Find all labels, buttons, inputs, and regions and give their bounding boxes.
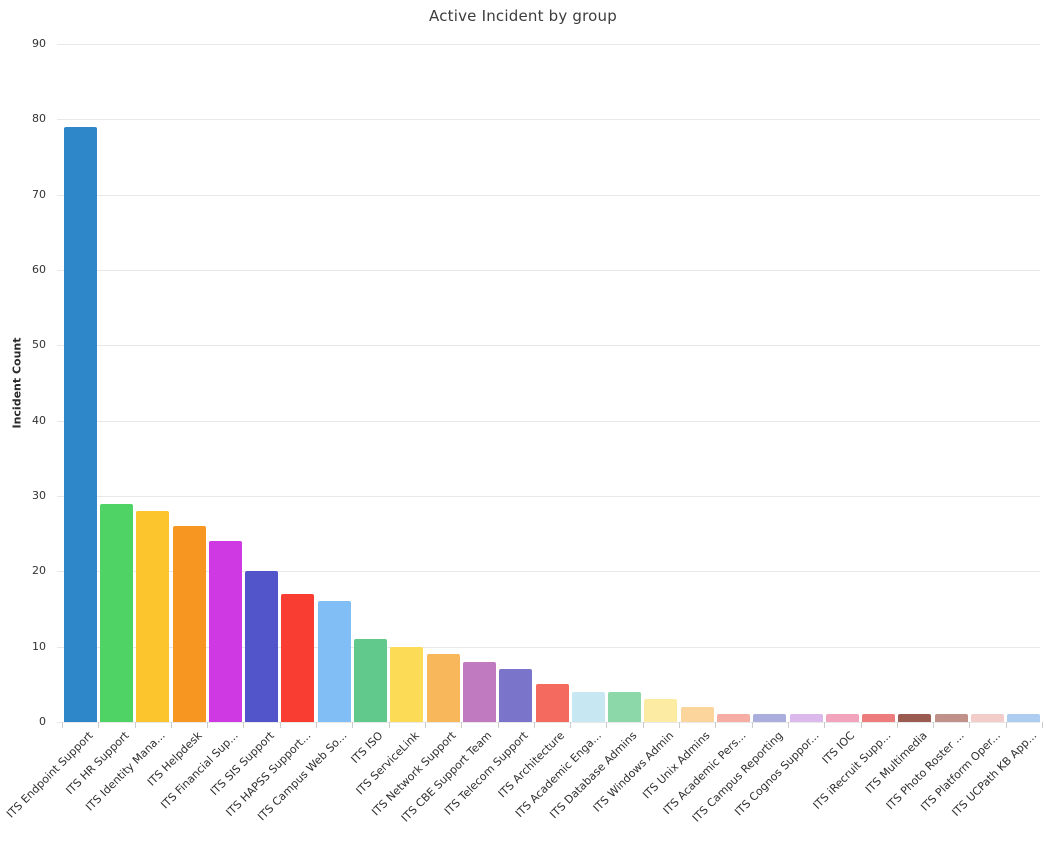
y-gridline [57,420,1040,422]
y-tick-label: 20 [32,564,46,578]
bar[interactable] [825,714,859,722]
y-gridline [57,270,1040,271]
x-category-label: ITS SIS Support [207,729,277,799]
bar[interactable] [862,714,896,722]
x-axis-tick [715,722,717,728]
x-axis-tick [62,722,63,728]
bar[interactable] [971,714,1005,722]
bar[interactable] [934,714,968,722]
bar[interactable] [716,714,750,722]
x-axis-tick [533,722,535,728]
y-gridline [57,722,1040,723]
bar[interactable] [462,662,496,722]
y-tick-label: 90 [32,37,46,50]
x-axis-tick [824,722,826,728]
x-axis-tick [1005,722,1007,728]
y-tick-label: 30 [32,489,46,502]
y-gridline [57,345,1040,347]
y-tick-label: 40 [32,413,46,427]
y-tick-label: 50 [32,338,46,352]
x-axis-tick [570,722,572,728]
bar[interactable] [245,571,279,722]
bar[interactable] [99,504,133,722]
bar[interactable] [753,714,787,722]
bar[interactable] [898,714,932,722]
x-axis-tick [388,722,390,728]
y-tick-label: 60 [32,263,46,276]
bar[interactable] [208,541,242,722]
y-gridline [57,496,1040,497]
bar[interactable] [789,714,823,722]
bar[interactable] [317,601,351,722]
x-axis-tick [896,722,898,728]
bar[interactable] [426,654,460,722]
bar[interactable] [63,127,97,722]
x-axis-tick [424,722,426,728]
bar[interactable] [390,647,424,722]
x-axis-tick [316,722,318,728]
x-axis-tick [134,722,136,728]
x-axis-tick [642,722,644,728]
x-axis-tick [787,722,789,728]
x-category-label: ITS Architecture [495,729,568,801]
x-axis-tick [170,722,172,728]
x-axis-tick [751,722,753,728]
chart-title: Active Incident by group [429,7,617,25]
bar[interactable] [499,669,533,722]
x-axis-tick [461,722,463,728]
y-tick-label: 70 [32,187,46,201]
y-gridline [57,194,1040,196]
x-axis-tick [243,722,245,728]
bar[interactable] [354,639,388,722]
x-axis-tick [98,722,100,728]
x-axis-tick [207,722,209,728]
x-axis-tick [497,722,499,728]
x-axis-tick [933,722,935,728]
x-category-label: ITS HR Support [63,729,132,798]
x-axis-tick [352,722,354,728]
y-tick-label: 0 [39,715,46,728]
bar[interactable] [571,692,605,722]
y-gridline [57,646,1040,648]
x-axis-tick [279,722,281,728]
bar[interactable] [608,692,642,722]
bar[interactable] [644,699,678,722]
y-tick-label: 10 [32,639,46,653]
x-axis-tick [860,722,862,728]
x-axis-tick [969,722,971,728]
y-tick-label: 80 [32,112,46,126]
y-gridline [57,44,1040,45]
x-axis-tick [679,722,681,728]
x-axis-tick [1042,722,1043,728]
bar[interactable] [1007,714,1041,722]
x-category-label: ITS ServiceLink [353,729,423,798]
x-axis-tick [606,722,608,728]
bar[interactable] [281,594,315,722]
y-gridline [57,119,1040,121]
bar[interactable] [136,511,170,722]
bar[interactable] [535,684,569,722]
bar[interactable] [680,707,714,722]
bar[interactable] [172,526,206,722]
y-gridline [57,571,1040,573]
